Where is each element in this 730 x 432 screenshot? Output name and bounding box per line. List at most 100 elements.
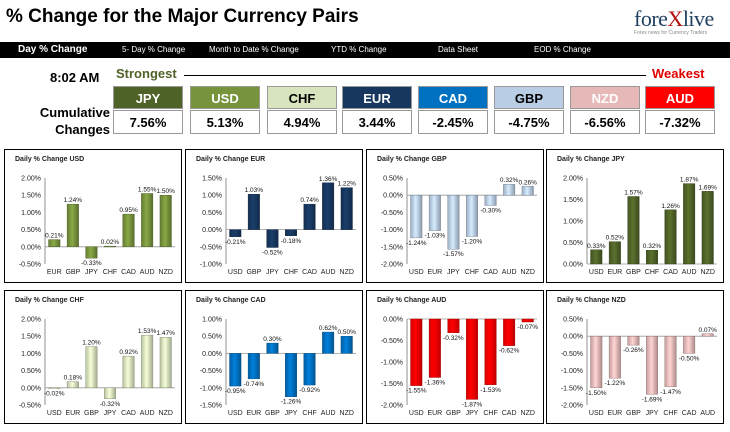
- bar-chart-aud: 0.00% -0.50% -1.00% -1.50% -2.00% -1.55% USD -1…: [381, 317, 538, 418]
- bar-chart-usd: 2.00% 1.50% 1.00% 0.50% 0.00% -0.50% 0.21% EUR 1…: [19, 176, 175, 277]
- y-tick-label: -1.00%: [200, 385, 222, 392]
- cumulative-label-line-2: Changes: [55, 122, 110, 137]
- y-tick-label: 0.50%: [202, 210, 222, 217]
- bar-chart-jpy: 2.00% 1.50% 1.00% 0.50% 0.00% 0.33% USD 0.52% EU…: [563, 176, 717, 277]
- tab-month-to-date-change[interactable]: Month to Date % Change: [209, 45, 299, 54]
- chart-title: Daily % Change JPY: [557, 156, 625, 163]
- y-tick-label: -1.00%: [561, 368, 583, 375]
- tab-5-day-change[interactable]: 5- Day % Change: [122, 45, 186, 54]
- tab-data-sheet[interactable]: Data Sheet: [438, 45, 479, 54]
- data-label: -0.30%: [480, 208, 501, 215]
- x-tick-label: USD: [589, 410, 604, 417]
- bar-chf: [104, 245, 116, 248]
- data-label: 0.21%: [45, 233, 64, 240]
- bar-usd: [590, 336, 603, 388]
- y-tick-label: 1.00%: [202, 317, 222, 324]
- x-tick-label: CAD: [121, 269, 136, 276]
- x-tick-label: GBP: [246, 269, 261, 276]
- x-tick-label: CHF: [465, 269, 479, 276]
- data-label: 0.50%: [337, 329, 356, 336]
- data-label: 0.74%: [300, 197, 319, 204]
- x-tick-label: AUD: [140, 269, 155, 276]
- data-label: 0.95%: [119, 207, 138, 214]
- logo-text-x: X: [667, 6, 683, 31]
- data-label: 0.30%: [263, 336, 282, 343]
- y-tick-label: 1.00%: [563, 219, 583, 226]
- y-tick-label: -1.50%: [561, 385, 583, 392]
- x-tick-label: CHF: [483, 410, 497, 417]
- tab-ytd-change[interactable]: YTD % Change: [331, 45, 387, 54]
- bar-usd: [229, 353, 242, 387]
- bar-usd: [410, 195, 423, 239]
- x-tick-label: NZD: [521, 410, 535, 417]
- x-tick-label: CAD: [682, 410, 697, 417]
- x-tick-label: CAD: [121, 410, 136, 417]
- currency-header-eur: EUR: [342, 86, 412, 109]
- currency-value-nzd: -6.56%: [570, 110, 640, 134]
- y-tick-label: -2.00%: [381, 403, 403, 410]
- data-label: 1.03%: [245, 187, 264, 194]
- y-tick-label: 1.00%: [202, 193, 222, 200]
- currency-value-usd: 5.13%: [190, 110, 260, 134]
- x-tick-label: CAD: [502, 410, 517, 417]
- currency-header-jpy: JPY: [113, 86, 183, 109]
- tab-eod-change[interactable]: EOD % Change: [534, 45, 591, 54]
- x-tick-label: CHF: [284, 269, 298, 276]
- x-tick-label: CHF: [663, 410, 677, 417]
- x-tick-label: GBP: [626, 410, 641, 417]
- x-tick-label: AUD: [321, 269, 336, 276]
- bar-chf: [303, 353, 316, 386]
- y-tick-label: -0.50%: [19, 403, 41, 410]
- bar-aud: [322, 182, 335, 230]
- bar-aud: [322, 331, 335, 354]
- data-label: 0.62%: [319, 325, 338, 332]
- chart-title: Daily % Change GBP: [377, 156, 447, 163]
- bar-chart-gbp: 0.50% 0.00% -0.50% -1.00% -1.50% -2.00% -1.24%…: [381, 176, 537, 277]
- y-tick-label: -0.50%: [200, 244, 222, 251]
- chart-panel-jpy: Daily % Change JPY 2.00% 1.50% 1.00% 0.50% 0.…: [546, 149, 724, 283]
- data-label: 0.07%: [698, 327, 717, 334]
- y-tick-label: -1.50%: [381, 244, 403, 251]
- y-tick-label: 0.50%: [21, 368, 41, 375]
- y-tick-label: -1.00%: [200, 262, 222, 269]
- x-tick-label: JPY: [466, 410, 479, 417]
- data-label: -1.22%: [605, 380, 626, 387]
- y-tick-label: 1.50%: [563, 197, 583, 204]
- x-tick-label: CHF: [645, 269, 659, 276]
- y-tick-label: 1.00%: [21, 351, 41, 358]
- y-tick-label: 1.50%: [202, 176, 222, 183]
- bar-usd: [48, 387, 61, 389]
- bar-chart-cad: 1.00% 0.50% 0.00% -0.50% -1.00% -1.50% -0.95% U…: [200, 317, 356, 418]
- x-tick-label: CAD: [663, 269, 678, 276]
- currency-header-usd: USD: [190, 86, 260, 109]
- x-tick-label: CAD: [483, 269, 498, 276]
- data-label: 0.52%: [606, 235, 625, 242]
- y-tick-label: 0.00%: [21, 244, 41, 251]
- y-tick-label: -0.50%: [561, 351, 583, 358]
- tab-bar: Day % Change 5- Day % Change Month to Da…: [0, 42, 730, 58]
- data-label: -0.18%: [281, 238, 302, 245]
- currency-header-gbp: GBP: [494, 86, 564, 109]
- x-tick-label: USD: [228, 410, 243, 417]
- bar-nzd: [521, 186, 534, 196]
- chart-panel-eur: Daily % Change EUR 1.50% 1.00% 0.50% 0.00% -0…: [185, 149, 363, 283]
- bar-usd: [229, 229, 242, 238]
- bar-cad: [683, 336, 696, 354]
- currency-header-nzd: NZD: [570, 86, 640, 109]
- bar-gbp: [447, 318, 460, 333]
- currency-value-chf: 4.94%: [267, 110, 337, 134]
- tab-day-change[interactable]: Day % Change: [18, 44, 88, 55]
- y-tick-label: 0.50%: [563, 317, 583, 324]
- y-tick-label: 1.50%: [21, 334, 41, 341]
- bar-chart-nzd: 0.50%0.00%-0.50%-1.00%-1.50%-2.00%-1.50%…: [561, 317, 717, 418]
- bar-cad: [503, 318, 516, 346]
- y-tick-label: 0.50%: [202, 334, 222, 341]
- data-label: 0.18%: [64, 375, 83, 382]
- strongest-label: Strongest: [116, 66, 177, 81]
- data-label: -0.26%: [623, 347, 644, 354]
- forexlive-logo[interactable]: foreXlive Forex news for Currency Trader…: [632, 6, 722, 38]
- data-label: -1.69%: [642, 396, 663, 403]
- bar-chf: [646, 250, 658, 265]
- x-tick-label: USD: [409, 410, 424, 417]
- bar-nzd: [340, 336, 353, 354]
